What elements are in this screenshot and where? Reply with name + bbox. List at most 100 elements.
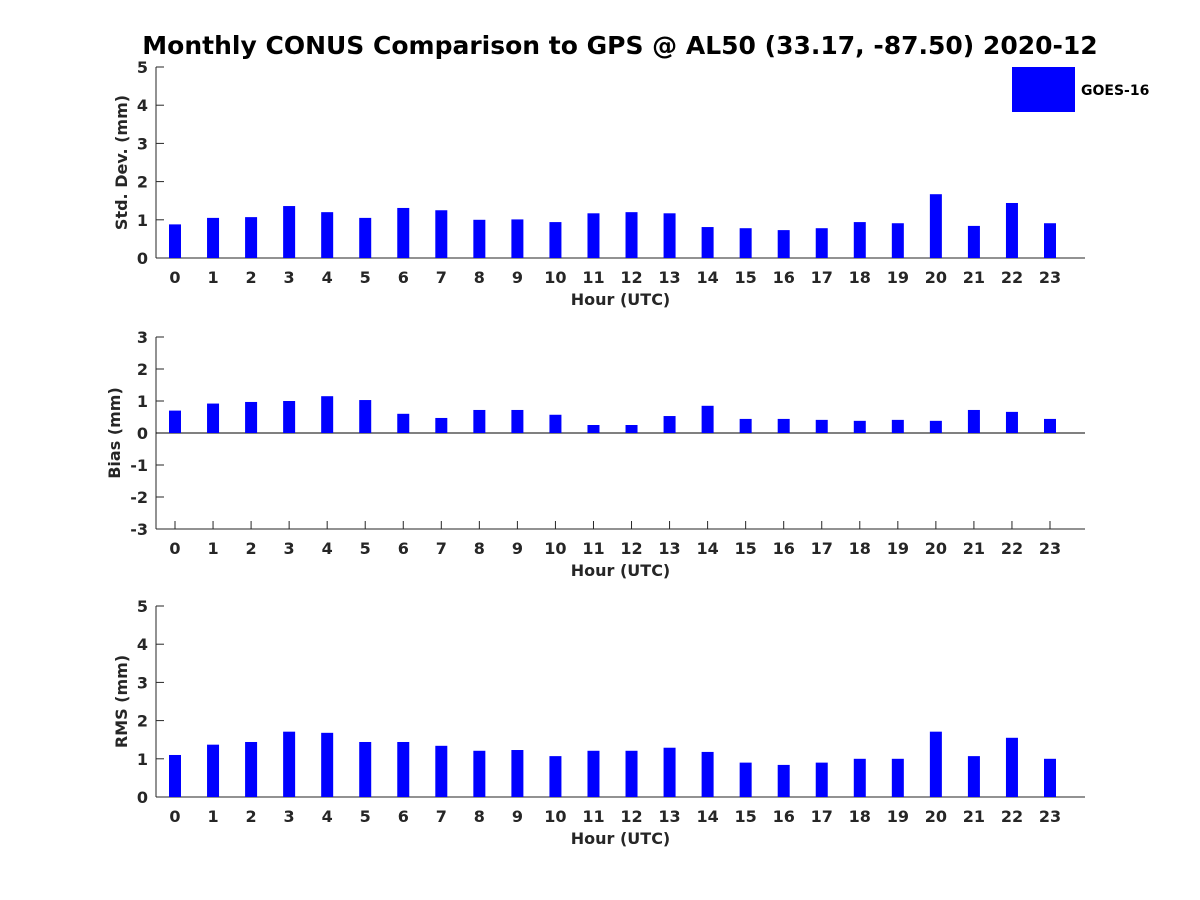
bar [435, 745, 448, 797]
bar [169, 224, 181, 258]
bar [891, 758, 904, 797]
x-tick-label: 16 [773, 268, 795, 287]
x-tick-label: 6 [398, 268, 409, 287]
x-tick-label: 12 [620, 807, 642, 826]
bar [815, 228, 828, 258]
x-tick-label: 11 [582, 539, 604, 558]
y-tick-label: 4 [137, 96, 148, 115]
bar [169, 410, 181, 433]
x-tick-label: 17 [811, 807, 833, 826]
x-tick-label: 4 [322, 539, 333, 558]
y-tick-label: 3 [137, 328, 148, 347]
x-tick-label: 12 [620, 539, 642, 558]
x-tick-label: 21 [963, 268, 985, 287]
bar [587, 213, 600, 258]
x-tick-label: 2 [246, 807, 257, 826]
x-tick-label: 23 [1039, 807, 1061, 826]
bar [321, 732, 334, 797]
y-tick-label: 3 [137, 134, 148, 153]
y-tick-label: 1 [137, 392, 148, 411]
legend-swatch [1012, 67, 1075, 112]
x-tick-label: 13 [658, 539, 680, 558]
x-tick-label: 4 [322, 268, 333, 287]
bar [397, 413, 410, 433]
bar [283, 731, 296, 797]
y-tick-label: 0 [137, 424, 148, 443]
bar [435, 210, 448, 258]
bar [815, 419, 828, 433]
bar [663, 747, 676, 797]
bar [245, 217, 258, 258]
x-tick-label: 16 [773, 539, 795, 558]
x-tick-label: 17 [811, 268, 833, 287]
y-axis-label: Bias (mm) [105, 387, 124, 479]
y-tick-label: 4 [137, 635, 148, 654]
bar [321, 396, 334, 433]
bar [359, 741, 372, 797]
x-tick-label: 2 [246, 539, 257, 558]
bar [473, 750, 486, 797]
bar [739, 418, 752, 433]
x-tick-label: 22 [1001, 807, 1023, 826]
bar [967, 756, 980, 797]
bar [473, 409, 486, 433]
x-tick-label: 22 [1001, 539, 1023, 558]
x-tick-label: 11 [582, 268, 604, 287]
x-tick-label: 13 [658, 268, 680, 287]
bar [891, 419, 904, 433]
x-tick-label: 9 [512, 807, 523, 826]
x-tick-label: 22 [1001, 268, 1023, 287]
bar [1044, 223, 1056, 258]
bar [397, 741, 410, 797]
x-tick-label: 18 [849, 807, 871, 826]
bar [511, 219, 524, 258]
bar [777, 764, 790, 797]
x-tick-label: 6 [398, 807, 409, 826]
bar [511, 750, 524, 797]
y-tick-label: 1 [137, 211, 148, 230]
x-tick-label: 0 [169, 539, 180, 558]
bar [549, 756, 562, 797]
bar [1005, 737, 1018, 797]
y-tick-label: 2 [137, 173, 148, 192]
x-tick-label: 1 [207, 807, 218, 826]
bar [891, 223, 904, 258]
x-tick-label: 10 [544, 807, 566, 826]
bar [549, 414, 562, 433]
bar [777, 230, 790, 258]
y-tick-label: 5 [137, 597, 148, 616]
x-tick-label: 4 [322, 807, 333, 826]
x-tick-label: 14 [696, 539, 718, 558]
bar [321, 212, 334, 258]
bar [625, 212, 638, 258]
chart-title: Monthly CONUS Comparison to GPS @ AL50 (… [142, 31, 1097, 60]
legend: GOES-16 [1012, 67, 1149, 112]
bar [739, 762, 752, 797]
bar [245, 401, 258, 433]
x-tick-label: 5 [360, 539, 371, 558]
bar [435, 417, 448, 433]
x-tick-label: 19 [887, 539, 909, 558]
bar [397, 207, 410, 258]
x-tick-label: 14 [696, 807, 718, 826]
bar [967, 409, 980, 433]
bar [1044, 758, 1056, 797]
x-axis-label: Hour (UTC) [571, 290, 671, 309]
x-tick-label: 15 [735, 539, 757, 558]
bar [549, 222, 562, 258]
y-tick-label: 5 [137, 58, 148, 77]
x-tick-label: 5 [360, 807, 371, 826]
bar [625, 425, 638, 433]
legend-label: GOES-16 [1081, 83, 1149, 99]
x-tick-label: 18 [849, 539, 871, 558]
bar [207, 217, 220, 258]
bar [777, 418, 790, 433]
y-axis-label: RMS (mm) [112, 655, 131, 748]
y-tick-label: 2 [137, 712, 148, 731]
bar [701, 227, 714, 258]
bar [207, 403, 220, 433]
y-tick-label: 3 [137, 673, 148, 692]
x-tick-label: 20 [925, 807, 947, 826]
